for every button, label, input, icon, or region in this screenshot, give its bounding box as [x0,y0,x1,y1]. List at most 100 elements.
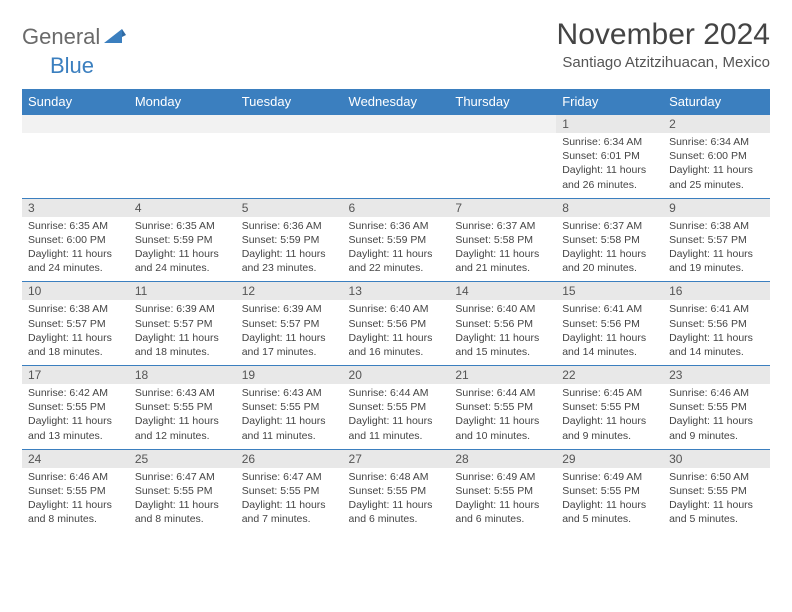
day-number-cell: 19 [236,366,343,385]
day-number-cell: 15 [556,282,663,301]
sunrise-text: Sunrise: 6:48 AM [349,470,444,484]
daylight2-text: and 13 minutes. [28,429,123,443]
day-details-cell: Sunrise: 6:50 AMSunset: 5:55 PMDaylight:… [663,468,770,533]
sunrise-text: Sunrise: 6:41 AM [562,302,657,316]
daylight2-text: and 26 minutes. [562,178,657,192]
sunrise-text: Sunrise: 6:38 AM [669,219,764,233]
day-details-cell: Sunrise: 6:43 AMSunset: 5:55 PMDaylight:… [129,384,236,449]
sunrise-text: Sunrise: 6:46 AM [669,386,764,400]
day-number-cell: 13 [343,282,450,301]
day-number-cell: 2 [663,115,770,134]
daylight1-text: Daylight: 11 hours [562,414,657,428]
sunrise-text: Sunrise: 6:40 AM [349,302,444,316]
daylight1-text: Daylight: 11 hours [28,247,123,261]
day-number-cell: 5 [236,198,343,217]
day-number-cell: 23 [663,366,770,385]
sunset-text: Sunset: 5:57 PM [135,317,230,331]
sunset-text: Sunset: 5:56 PM [669,317,764,331]
sunrise-text: Sunrise: 6:40 AM [455,302,550,316]
day-details-cell [22,133,129,198]
calendar-table: Sunday Monday Tuesday Wednesday Thursday… [22,89,770,532]
daylight2-text: and 18 minutes. [28,345,123,359]
day-number-row: 10111213141516 [22,282,770,301]
day-details-cell [449,133,556,198]
day-number-cell [236,115,343,134]
day-number-cell: 21 [449,366,556,385]
daylight1-text: Daylight: 11 hours [349,498,444,512]
daylight2-text: and 15 minutes. [455,345,550,359]
day-details-cell: Sunrise: 6:47 AMSunset: 5:55 PMDaylight:… [236,468,343,533]
weekday-header: Sunday [22,89,129,115]
daylight2-text: and 20 minutes. [562,261,657,275]
day-number-cell [22,115,129,134]
day-number-cell: 6 [343,198,450,217]
day-details-cell: Sunrise: 6:40 AMSunset: 5:56 PMDaylight:… [343,300,450,365]
sunset-text: Sunset: 5:55 PM [455,400,550,414]
sunrise-text: Sunrise: 6:44 AM [455,386,550,400]
month-title: November 2024 [557,18,770,52]
sunset-text: Sunset: 5:55 PM [28,484,123,498]
sunset-text: Sunset: 5:59 PM [135,233,230,247]
day-details-cell: Sunrise: 6:37 AMSunset: 5:58 PMDaylight:… [556,217,663,282]
daylight2-text: and 16 minutes. [349,345,444,359]
day-number-cell: 7 [449,198,556,217]
day-details-cell: Sunrise: 6:49 AMSunset: 5:55 PMDaylight:… [449,468,556,533]
day-number-cell: 4 [129,198,236,217]
daylight2-text: and 8 minutes. [135,512,230,526]
day-number-cell [343,115,450,134]
sunrise-text: Sunrise: 6:37 AM [455,219,550,233]
daylight1-text: Daylight: 11 hours [669,498,764,512]
sunrise-text: Sunrise: 6:49 AM [562,470,657,484]
weekday-header: Tuesday [236,89,343,115]
sunrise-text: Sunrise: 6:37 AM [562,219,657,233]
day-details-cell: Sunrise: 6:46 AMSunset: 5:55 PMDaylight:… [22,468,129,533]
day-details-cell: Sunrise: 6:38 AMSunset: 5:57 PMDaylight:… [22,300,129,365]
daylight1-text: Daylight: 11 hours [28,414,123,428]
day-number-row: 24252627282930 [22,449,770,468]
header: General November 2024 Santiago Atzitzihu… [22,18,770,77]
daylight2-text: and 5 minutes. [669,512,764,526]
daylight2-text: and 18 minutes. [135,345,230,359]
sunset-text: Sunset: 5:56 PM [562,317,657,331]
sunset-text: Sunset: 6:01 PM [562,149,657,163]
daylight2-text: and 8 minutes. [28,512,123,526]
sunset-text: Sunset: 5:55 PM [349,484,444,498]
day-number-cell: 8 [556,198,663,217]
daylight2-text: and 6 minutes. [455,512,550,526]
weekday-header: Saturday [663,89,770,115]
daylight1-text: Daylight: 11 hours [135,331,230,345]
daylight2-text: and 7 minutes. [242,512,337,526]
day-details-cell: Sunrise: 6:39 AMSunset: 5:57 PMDaylight:… [236,300,343,365]
daylight2-text: and 24 minutes. [135,261,230,275]
day-details-cell: Sunrise: 6:38 AMSunset: 5:57 PMDaylight:… [663,217,770,282]
logo-text-general: General [22,24,100,50]
sunrise-text: Sunrise: 6:36 AM [242,219,337,233]
sunset-text: Sunset: 5:55 PM [669,484,764,498]
daylight2-text: and 22 minutes. [349,261,444,275]
daylight1-text: Daylight: 11 hours [669,414,764,428]
day-details-cell: Sunrise: 6:39 AMSunset: 5:57 PMDaylight:… [129,300,236,365]
day-number-cell: 18 [129,366,236,385]
day-details-cell: Sunrise: 6:41 AMSunset: 5:56 PMDaylight:… [556,300,663,365]
daylight1-text: Daylight: 11 hours [562,163,657,177]
daylight2-text: and 11 minutes. [349,429,444,443]
location: Santiago Atzitzihuacan, Mexico [557,54,770,71]
day-number-cell [129,115,236,134]
day-details-cell: Sunrise: 6:42 AMSunset: 5:55 PMDaylight:… [22,384,129,449]
sunrise-text: Sunrise: 6:36 AM [349,219,444,233]
day-details-row: Sunrise: 6:46 AMSunset: 5:55 PMDaylight:… [22,468,770,533]
calendar-body: 12Sunrise: 6:34 AMSunset: 6:01 PMDayligh… [22,115,770,533]
day-number-cell: 9 [663,198,770,217]
day-details-cell: Sunrise: 6:41 AMSunset: 5:56 PMDaylight:… [663,300,770,365]
day-number-cell: 12 [236,282,343,301]
sunset-text: Sunset: 5:55 PM [455,484,550,498]
sunrise-text: Sunrise: 6:35 AM [135,219,230,233]
sunset-text: Sunset: 5:59 PM [242,233,337,247]
sunset-text: Sunset: 5:56 PM [349,317,444,331]
sunset-text: Sunset: 5:55 PM [242,484,337,498]
sunset-text: Sunset: 6:00 PM [669,149,764,163]
weekday-header: Monday [129,89,236,115]
day-details-cell: Sunrise: 6:36 AMSunset: 5:59 PMDaylight:… [343,217,450,282]
sunset-text: Sunset: 5:55 PM [562,484,657,498]
day-number-cell [449,115,556,134]
